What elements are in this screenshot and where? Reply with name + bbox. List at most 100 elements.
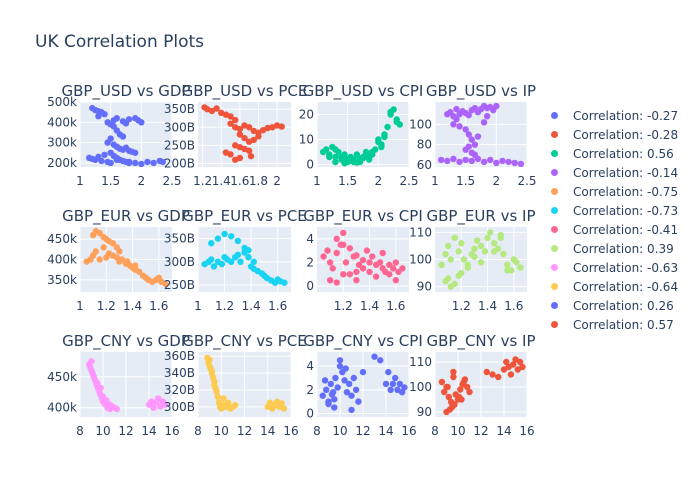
data-point	[450, 373, 457, 381]
legend-item[interactable]: Correlation: 0.39	[548, 239, 678, 258]
x-tick-label: 1.2	[334, 299, 353, 313]
data-point	[138, 119, 145, 126]
x-tick-label: 1	[76, 299, 84, 313]
legend-label: Correlation: -0.41	[573, 222, 679, 237]
y-tick-label: 4	[306, 232, 314, 246]
data-point	[353, 276, 360, 284]
data-point	[438, 378, 446, 386]
data-point	[353, 151, 361, 158]
legend-label: Correlation: -0.75	[573, 184, 679, 199]
x-tick-label: 2	[375, 174, 383, 188]
data-point	[336, 362, 344, 370]
data-point	[161, 401, 169, 408]
legend-item[interactable]: Correlation: -0.64	[548, 277, 678, 296]
y-tick-label: 300B	[164, 120, 195, 134]
subplot-title: GBP_EUR vs GDP	[62, 207, 190, 226]
data-point	[371, 353, 378, 360]
data-point	[399, 265, 406, 272]
data-point	[327, 380, 334, 388]
data-point	[155, 395, 162, 402]
data-point	[510, 361, 517, 368]
legend-item[interactable]: Correlation: 0.56	[548, 144, 678, 163]
data-point	[228, 233, 235, 240]
data-point	[465, 131, 472, 138]
data-point	[245, 124, 253, 131]
legend-marker	[551, 302, 558, 309]
data-point	[393, 118, 400, 126]
legend-item[interactable]: Correlation: -0.73	[548, 201, 678, 220]
data-point	[497, 231, 504, 239]
points	[201, 104, 285, 163]
data-point	[232, 401, 239, 409]
points	[204, 354, 288, 412]
subplot-title: GBP_CNY vs IP	[426, 332, 535, 351]
legend-item[interactable]: Correlation: -0.27	[548, 106, 678, 125]
data-point	[119, 133, 127, 140]
data-point	[208, 256, 215, 263]
x-tick-label: 1	[194, 299, 202, 313]
data-point	[447, 283, 454, 290]
data-point	[456, 158, 463, 166]
data-point	[88, 358, 95, 365]
y-tick-label: 320B	[164, 383, 195, 397]
x-tick-label: 1.2	[215, 299, 234, 313]
x-tick-label: 1.2	[97, 299, 116, 313]
y-tick-label: 100	[409, 380, 432, 394]
y-tick-label: 300B	[164, 255, 195, 269]
y-tick-label: 2	[306, 255, 314, 269]
y-tick-label: 250B	[164, 138, 195, 152]
y-tick-label: 90	[417, 405, 432, 419]
x-tick-label: 1.6	[504, 299, 523, 313]
x-tick-label: 1	[76, 174, 84, 188]
y-tick-label: 200B	[164, 156, 195, 170]
x-tick-label: 16	[401, 424, 416, 438]
data-point	[110, 117, 117, 124]
data-point	[326, 276, 334, 284]
data-point	[101, 110, 108, 118]
legend-item[interactable]: Correlation: -0.28	[548, 125, 678, 144]
data-point	[465, 112, 472, 119]
x-tick-label: 1.5	[338, 174, 357, 188]
legend-item[interactable]: Correlation: -0.63	[548, 258, 678, 277]
data-point	[375, 138, 382, 146]
legend-item[interactable]: Correlation: -0.41	[548, 220, 678, 239]
legend-item[interactable]: Correlation: 0.57	[548, 315, 678, 334]
data-point	[113, 254, 121, 261]
x-tick-label: 1.2	[452, 299, 471, 313]
legend-marker	[551, 321, 558, 328]
data-point	[359, 368, 367, 376]
data-point	[346, 271, 354, 278]
data-point	[218, 260, 226, 268]
legend[interactable]: Correlation: -0.27 Correlation: -0.28 Corr…	[548, 106, 678, 334]
data-point	[480, 119, 488, 126]
legend-item[interactable]: Correlation: -0.14	[548, 163, 678, 182]
legend-item[interactable]: Correlation: -0.75	[548, 182, 678, 201]
x-tick-label: 8	[194, 424, 202, 438]
data-point	[105, 250, 113, 257]
x-tick-label: 1.8	[249, 174, 268, 188]
data-point	[471, 253, 478, 260]
data-point	[118, 256, 126, 263]
data-point	[241, 134, 248, 142]
data-point	[517, 160, 525, 167]
data-point	[490, 240, 498, 247]
data-point	[500, 250, 507, 258]
y-tick-label: 4	[306, 359, 314, 373]
subplot: 1 1.2 1.4 1.6 350k 400k 450k GBP_EUR vs GDP	[47, 207, 190, 313]
data-point	[135, 268, 143, 275]
legend-item[interactable]: Correlation: 0.26	[548, 296, 678, 315]
data-point	[109, 240, 117, 247]
data-point	[516, 358, 524, 366]
subplot: 8 10 12 14 16 90 100 110 GBP_CNY vs IP	[409, 332, 535, 438]
y-tick-label: 60	[417, 158, 432, 172]
data-point	[348, 406, 355, 414]
data-point	[487, 156, 494, 164]
y-tick-label: 340B	[164, 366, 195, 380]
y-tick-label: 80	[417, 138, 432, 152]
y-tick-label: 450k	[47, 370, 77, 384]
data-point	[401, 384, 408, 391]
x-tick-label: 14	[496, 424, 511, 438]
